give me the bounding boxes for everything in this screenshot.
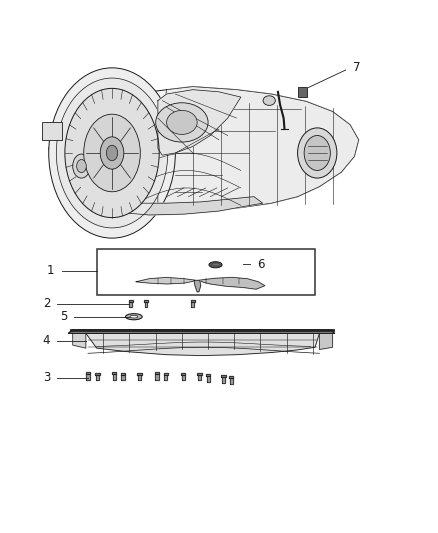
Polygon shape: [75, 193, 263, 215]
Ellipse shape: [77, 159, 86, 173]
Polygon shape: [319, 333, 332, 350]
Polygon shape: [229, 376, 233, 378]
Ellipse shape: [106, 145, 118, 161]
Text: 4: 4: [43, 334, 50, 347]
Polygon shape: [86, 333, 319, 356]
Polygon shape: [230, 378, 233, 384]
Ellipse shape: [130, 316, 138, 318]
Ellipse shape: [155, 103, 208, 142]
Polygon shape: [145, 302, 148, 307]
Ellipse shape: [304, 135, 330, 171]
Ellipse shape: [263, 96, 276, 106]
Bar: [42, 123, 62, 140]
Text: 5: 5: [60, 310, 68, 323]
Text: 1: 1: [47, 264, 55, 277]
Ellipse shape: [100, 137, 124, 169]
Polygon shape: [86, 372, 90, 374]
Polygon shape: [191, 300, 195, 302]
Bar: [298, 87, 307, 97]
Polygon shape: [197, 373, 201, 375]
Polygon shape: [221, 375, 226, 377]
Polygon shape: [206, 374, 210, 376]
Polygon shape: [112, 372, 117, 374]
Polygon shape: [155, 374, 159, 379]
Polygon shape: [113, 374, 116, 379]
Ellipse shape: [84, 114, 140, 192]
Polygon shape: [121, 375, 124, 381]
Polygon shape: [182, 375, 185, 381]
Polygon shape: [73, 333, 86, 348]
Polygon shape: [194, 280, 201, 292]
Bar: [97, 249, 315, 295]
Polygon shape: [129, 302, 132, 307]
Polygon shape: [138, 373, 142, 375]
Polygon shape: [181, 373, 185, 375]
Ellipse shape: [297, 128, 337, 178]
Polygon shape: [197, 277, 265, 289]
Polygon shape: [96, 375, 99, 381]
Polygon shape: [222, 377, 225, 383]
Polygon shape: [164, 375, 167, 381]
Ellipse shape: [73, 154, 90, 178]
Polygon shape: [198, 375, 201, 381]
Text: 2: 2: [43, 297, 50, 310]
Ellipse shape: [209, 262, 222, 268]
Polygon shape: [86, 374, 90, 379]
Ellipse shape: [166, 110, 197, 134]
Polygon shape: [95, 373, 100, 375]
Polygon shape: [206, 376, 210, 382]
Polygon shape: [144, 300, 148, 302]
Ellipse shape: [126, 313, 142, 320]
Polygon shape: [68, 330, 335, 333]
Polygon shape: [158, 87, 359, 212]
Polygon shape: [191, 302, 194, 307]
Polygon shape: [138, 375, 141, 381]
Polygon shape: [121, 373, 125, 375]
Polygon shape: [155, 372, 159, 374]
Polygon shape: [49, 87, 359, 214]
Text: 7: 7: [353, 61, 360, 74]
Ellipse shape: [85, 133, 113, 173]
Ellipse shape: [65, 88, 159, 217]
Text: 6: 6: [257, 258, 264, 271]
Ellipse shape: [57, 78, 168, 228]
Ellipse shape: [49, 68, 175, 238]
Polygon shape: [158, 90, 241, 155]
Text: 3: 3: [43, 372, 50, 384]
Polygon shape: [163, 373, 168, 375]
Polygon shape: [129, 300, 133, 302]
Polygon shape: [136, 277, 197, 284]
